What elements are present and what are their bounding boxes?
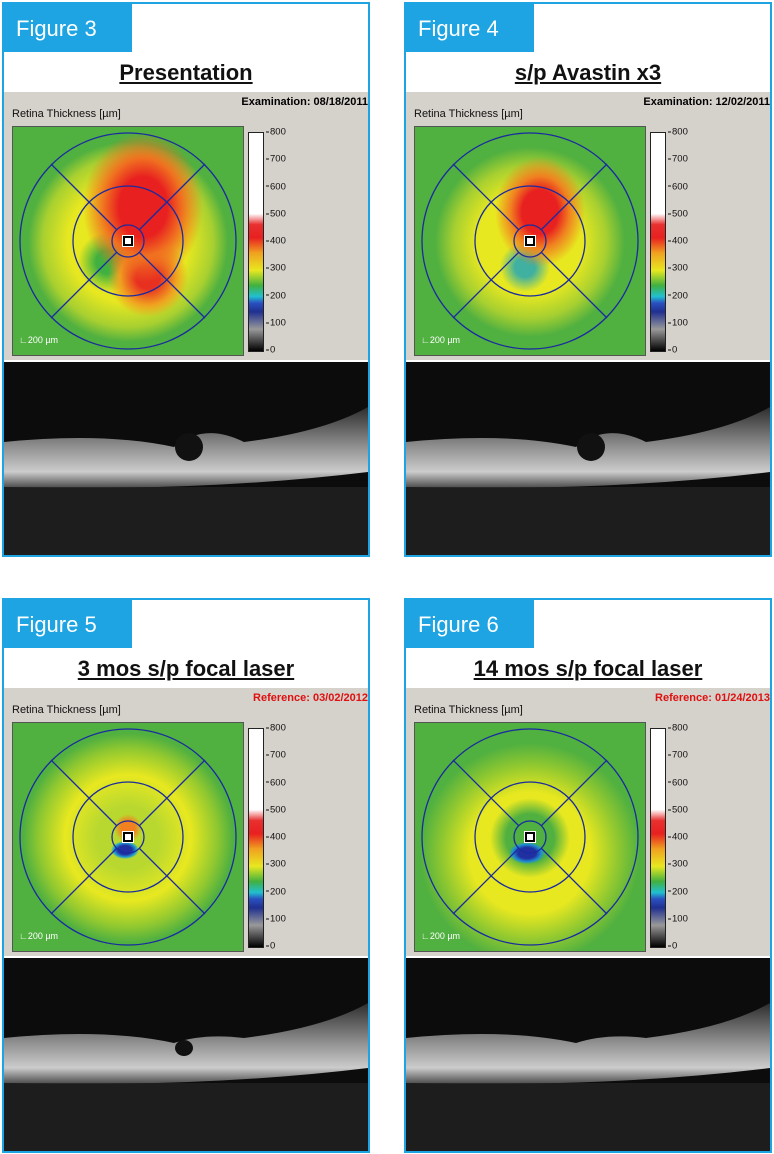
panel-title: 3 mos s/p focal laser: [77, 656, 295, 681]
panel-title: Presentation: [119, 60, 253, 85]
scale-bar: ∟200 µm: [421, 335, 461, 345]
figure-panel: Figure 3 Presentation Examination: 08/18…: [2, 2, 370, 557]
etdrs-grid: [421, 132, 639, 350]
colorbar: [650, 132, 666, 352]
colorbar-tick: 100: [668, 317, 688, 328]
map-label: Retina Thickness [µm]: [12, 704, 121, 716]
colorbar-tick: 0: [266, 345, 275, 356]
retina-thickness-map: ∟200 µm: [12, 126, 244, 356]
figure-label: Figure 5: [4, 600, 132, 648]
oct-scan-image: [4, 958, 368, 1151]
colorbar-tick: 800: [668, 127, 688, 138]
date-label: Reference: 01/24/2013: [655, 692, 770, 704]
colorbar-tick: 500: [266, 208, 286, 219]
colorbar-tick: 0: [266, 941, 275, 952]
colorbar-tick: 300: [668, 263, 688, 274]
colorbar-tick: 700: [668, 750, 688, 761]
oct-scan-image: [406, 362, 770, 555]
colorbar-tick: 600: [266, 181, 286, 192]
colorbar-tick: 300: [266, 859, 286, 870]
colorbar-tick: 500: [668, 804, 688, 815]
retina-thickness-map: ∟200 µm: [12, 722, 244, 952]
etdrs-grid: [421, 728, 639, 946]
colorbar-tick: 200: [668, 886, 688, 897]
scale-label: 200 µm: [429, 931, 461, 941]
colorbar: [248, 132, 264, 352]
map-label: Retina Thickness [µm]: [414, 704, 523, 716]
colorbar-tick: 700: [266, 154, 286, 165]
colorbar-tick: 400: [668, 236, 688, 247]
scale-label: 200 µm: [27, 335, 59, 345]
colorbar-tick: 800: [266, 127, 286, 138]
colorbar-tick: 200: [266, 290, 286, 301]
colorbar-tick: 300: [668, 859, 688, 870]
colorbar-tick: 100: [266, 317, 286, 328]
colorbar-tick: 800: [668, 723, 688, 734]
colorbar-tick: 100: [668, 913, 688, 924]
colorbar-tick: 600: [668, 777, 688, 788]
oct-scan-image: [406, 958, 770, 1151]
colorbar: [650, 728, 666, 948]
colorbar-tick: 500: [668, 208, 688, 219]
scale-label: 200 µm: [429, 335, 461, 345]
thickness-map-panel: Examination: 12/02/2011 Retina Thickness…: [406, 92, 770, 360]
scale-label: 200 µm: [27, 931, 59, 941]
figure-panel: Figure 4 s/p Avastin x3 Examination: 12/…: [404, 2, 772, 557]
colorbar-tick: 400: [266, 832, 286, 843]
colorbar-tick: 300: [266, 263, 286, 274]
figure-panel: Figure 5 3 mos s/p focal laser Reference…: [2, 598, 370, 1153]
colorbar-tick: 800: [266, 723, 286, 734]
panel-title: s/p Avastin x3: [514, 60, 662, 85]
colorbar-tick: 100: [266, 913, 286, 924]
scale-bar: ∟200 µm: [421, 931, 461, 941]
thickness-map-panel: Reference: 01/24/2013 Retina Thickness […: [406, 688, 770, 956]
thickness-map-panel: Examination: 08/18/2011 Retina Thickness…: [4, 92, 368, 360]
colorbar-tick: 200: [668, 290, 688, 301]
colorbar-tick: 600: [266, 777, 286, 788]
scale-bar: ∟200 µm: [19, 931, 59, 941]
retina-thickness-map: ∟200 µm: [414, 126, 646, 356]
colorbar: [248, 728, 264, 948]
oct-scan-image: [4, 362, 368, 555]
map-label: Retina Thickness [µm]: [414, 108, 523, 120]
date-label: Examination: 12/02/2011: [643, 96, 770, 108]
map-label: Retina Thickness [µm]: [12, 108, 121, 120]
colorbar-tick: 700: [266, 750, 286, 761]
date-label: Examination: 08/18/2011: [241, 96, 368, 108]
thickness-map-panel: Reference: 03/02/2012 Retina Thickness […: [4, 688, 368, 956]
colorbar-tick: 500: [266, 804, 286, 815]
etdrs-grid: [19, 132, 237, 350]
figure-label: Figure 6: [406, 600, 534, 648]
colorbar-tick: 0: [668, 345, 677, 356]
retina-thickness-map: ∟200 µm: [414, 722, 646, 952]
panel-title: 14 mos s/p focal laser: [473, 656, 703, 681]
figure-label: Figure 3: [4, 4, 132, 52]
colorbar-tick: 400: [266, 236, 286, 247]
colorbar-tick: 600: [668, 181, 688, 192]
colorbar-tick: 0: [668, 941, 677, 952]
date-label: Reference: 03/02/2012: [253, 692, 368, 704]
colorbar-tick: 400: [668, 832, 688, 843]
figure-label: Figure 4: [406, 4, 534, 52]
etdrs-grid: [19, 728, 237, 946]
colorbar-tick: 200: [266, 886, 286, 897]
colorbar-tick: 700: [668, 154, 688, 165]
scale-bar: ∟200 µm: [19, 335, 59, 345]
figure-panel: Figure 6 14 mos s/p focal laser Referenc…: [404, 598, 772, 1153]
